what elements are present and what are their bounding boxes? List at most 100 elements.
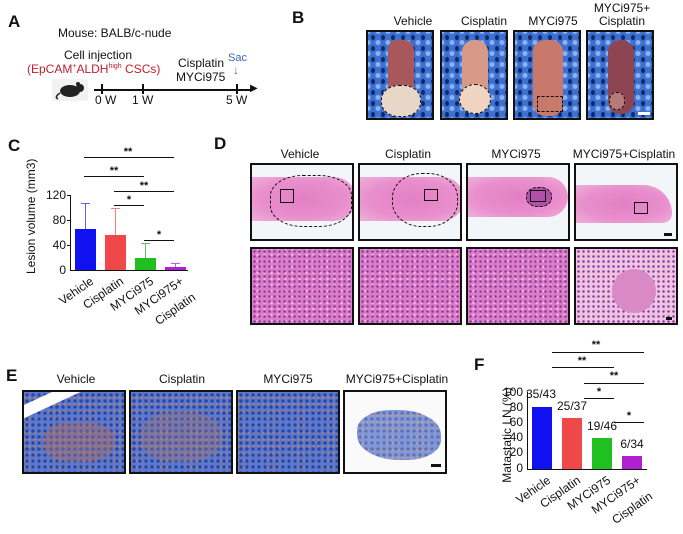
d-group-vehicle: Vehicle: [280, 147, 320, 161]
c-errorcap: [111, 208, 120, 210]
f-y-axis: [527, 392, 529, 470]
d-lowmag-combo: [574, 163, 678, 241]
d-highmag-vehicle: [250, 247, 354, 325]
f-ytick-60: 60: [509, 415, 523, 429]
f-sig-star: *: [596, 386, 602, 398]
b-photo-myci975: [513, 30, 581, 120]
plus-sup: +: [72, 63, 77, 70]
f-sig-star: *: [626, 410, 632, 422]
f-ytick-0: 0: [516, 461, 523, 475]
c-ytick-40: 40: [52, 238, 66, 252]
f-sig-line: [552, 367, 614, 369]
b-photo-cisplatin: [440, 30, 508, 120]
timeline-axis: [94, 89, 252, 91]
f-sig-line: [584, 398, 614, 400]
c-ytick-80: 80: [52, 213, 66, 227]
f-bar-myci975: [592, 438, 612, 469]
d-lowmag-cisplatin: [358, 163, 462, 241]
e-ihc-vehicle: [22, 390, 126, 474]
c-bar-myci975: [135, 258, 156, 270]
sac-arrow-icon: ↓: [233, 63, 239, 77]
b-combo-line1: MYCi975+: [593, 1, 651, 15]
timeline-arrow-icon: ▶: [250, 83, 258, 94]
tick-label-0w: 0 W: [95, 93, 117, 107]
b-group-combo: MYCi975+ Cisplatin: [590, 2, 654, 28]
mouse-icon: [52, 79, 88, 101]
panel-label-e: E: [6, 366, 18, 385]
panel-label-a: A: [8, 12, 21, 31]
c-chart-area: 120 80 40 0: [46, 188, 192, 277]
c-errorbar-combo: [175, 263, 177, 269]
csc: CSCs): [121, 62, 161, 76]
f-ytick-80: 80: [509, 400, 523, 414]
c-errorcap: [171, 263, 180, 265]
epcam: EpCAM: [31, 62, 73, 76]
c-tick-mark: [67, 220, 70, 221]
f-ytick-100: 100: [502, 385, 523, 399]
c-bar-vehicle: [75, 229, 96, 270]
d-highmag-combo: [574, 247, 678, 325]
c-y-axis-label: Lesion volume (mm3): [24, 158, 38, 274]
d-highmag-myci975: [466, 247, 570, 325]
c-sig-line: [114, 191, 174, 193]
c-errorbar-vehicle: [85, 203, 87, 236]
d-highmag-cisplatin: [358, 247, 462, 325]
c-sig-line: [144, 240, 174, 242]
f-sig-line: [584, 383, 644, 385]
aldh: ALDH: [76, 62, 109, 76]
f-sig-star: **: [609, 370, 619, 382]
f-sig-star: **: [577, 355, 587, 367]
b-scale-bar: [638, 112, 650, 115]
b-group-vehicle: Vehicle: [393, 14, 433, 28]
c-x-axis: [70, 270, 188, 272]
panel-label-f: F: [474, 355, 485, 374]
c-y-axis: [70, 195, 72, 271]
f-sig-line: [614, 422, 644, 424]
c-errorbar-myci975: [145, 243, 147, 259]
c-bar-combo: [165, 267, 186, 270]
panel-label-d: D: [214, 134, 227, 153]
b-combo-line2: Cisplatin: [598, 14, 646, 28]
c-sig-star: *: [156, 229, 162, 241]
c-tick-mark: [67, 195, 70, 196]
e-scale-bar: [431, 464, 441, 467]
cell-injection-label: Cell injection: [64, 48, 133, 62]
d-lowmag-vehicle: [250, 163, 354, 241]
e-ihc-combo: [343, 390, 447, 474]
f-datalabel-vehicle: 35/43: [525, 387, 557, 401]
e-group-cisplatin: Cisplatin: [158, 372, 206, 386]
f-datalabel-cisplatin: 25/37: [556, 399, 588, 413]
c-sig-line: [84, 157, 174, 159]
f-sig-line: [552, 352, 644, 354]
c-errorcap: [81, 203, 90, 205]
d-group-combo: MYCi975+Cisplatin: [572, 147, 676, 161]
tick-label-5w: 5 W: [226, 93, 248, 107]
e-group-myci975: MYCi975: [263, 372, 313, 386]
d-group-cisplatin: Cisplatin: [384, 147, 432, 161]
c-ytick-120: 120: [46, 188, 67, 202]
d-lowmag-myci975: [466, 163, 570, 241]
f-bar-cisplatin: [562, 418, 582, 469]
paren: (: [27, 62, 31, 76]
f-bar-combo: [622, 456, 642, 469]
treatment-cisplatin: Cisplatin: [178, 56, 225, 70]
f-datalabel-myci975: 19/46: [586, 419, 618, 433]
f-chart-area: 100 80 60 40 20 0 35/43 25/37 19/46 6/34: [503, 385, 647, 475]
c-errorbar-cisplatin: [115, 208, 117, 242]
f-datalabel-combo: 6/34: [620, 437, 644, 451]
c-sig-star: *: [126, 194, 132, 206]
tick-5w: [236, 84, 238, 94]
panel-label-c: C: [8, 136, 21, 155]
d-group-myci975: MYCi975: [491, 147, 541, 161]
high-sup: high: [108, 63, 122, 70]
f-sig-star: **: [591, 339, 601, 351]
e-group-combo: MYCi975+Cisplatin: [345, 372, 449, 386]
tick-label-1w: 1 W: [132, 93, 154, 107]
f-ytick-20: 20: [509, 445, 523, 459]
b-group-myci975: MYCi975: [528, 14, 578, 28]
c-tick-mark: [67, 245, 70, 246]
d-scale-bar-top: [664, 233, 672, 236]
mouse-strain: Mouse: BALB/c-nude: [58, 26, 172, 40]
d-scale-bar-bottom: [666, 317, 672, 320]
c-sig-star: **: [123, 146, 133, 158]
